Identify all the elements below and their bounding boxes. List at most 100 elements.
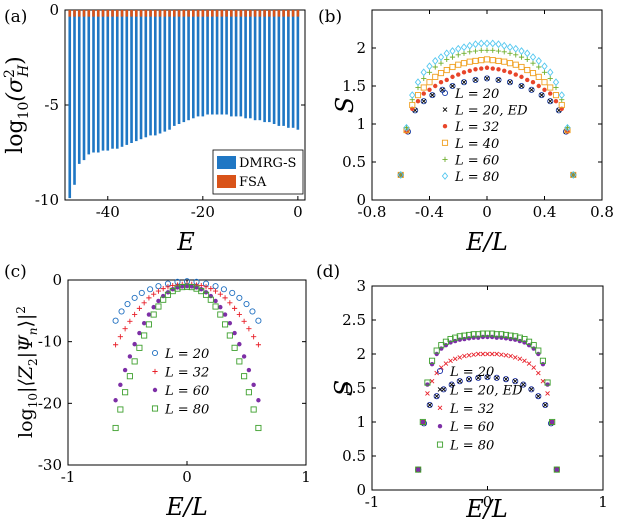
data-point (438, 365, 444, 370)
data-point (452, 356, 458, 362)
x-tick-label: -1 (61, 468, 76, 486)
panel-label-c: (c) (4, 262, 27, 282)
data-point (495, 57, 502, 64)
data-point (250, 406, 257, 413)
data-point (255, 424, 262, 432)
data-point (517, 356, 523, 362)
bar-dmrg-s (196, 10, 200, 117)
y-tick-label: 2 (356, 345, 366, 363)
data-point (437, 53, 445, 62)
data-point (155, 283, 162, 290)
y-tick-label: -5 (44, 96, 59, 114)
y-axis-label-a: log10(σ2H) (2, 56, 32, 154)
data-point (507, 70, 513, 75)
bar-fsa (282, 10, 285, 17)
data-point (427, 402, 433, 408)
data-point (535, 347, 542, 354)
data-point (432, 64, 438, 70)
data-point (512, 44, 519, 53)
data-point (526, 342, 532, 348)
bar-dmrg-s (211, 10, 214, 115)
bar-dmrg-s (287, 10, 290, 128)
data-point (518, 54, 525, 60)
legend-marker (437, 405, 443, 411)
data-point (198, 288, 205, 295)
data-point (479, 330, 486, 337)
data-point (529, 387, 534, 392)
bar-dmrg-s (144, 10, 148, 138)
data-point (432, 57, 439, 65)
y-tick-label: 0 (52, 271, 62, 289)
bar-dmrg-s (120, 10, 124, 147)
data-point (512, 378, 519, 385)
data-point (483, 56, 491, 63)
data-point (501, 49, 507, 55)
legend-swatch (217, 175, 236, 188)
data-point (540, 378, 546, 384)
data-point (499, 335, 504, 340)
data-point (502, 331, 510, 339)
x-tick-label: 0 (293, 203, 303, 221)
series-l-40 (397, 56, 577, 178)
bar-dmrg-s (272, 10, 276, 124)
x-tick-label: -40 (96, 203, 120, 221)
data-point (541, 79, 548, 86)
data-point (475, 331, 482, 338)
legend-b: L = 20 L = 20, EDL = 32 L = 40L = 60 L = 80 (441, 87, 528, 185)
data-point (251, 334, 257, 340)
bar-dmrg-s (225, 10, 228, 115)
data-point (449, 382, 455, 387)
legend-label: L = 40 (454, 137, 499, 152)
data-point (447, 335, 454, 343)
bar-dmrg-s (201, 10, 205, 117)
legend-label: L = 20 (164, 347, 209, 362)
data-point (212, 288, 219, 294)
bar-fsa (130, 10, 133, 17)
y-tick-label: 1.5 (342, 77, 366, 95)
data-point (457, 337, 462, 342)
panel-d: -1 0 100.511.522.53(d)E/LSL = 20L = 20, ED… (316, 262, 608, 523)
bar-fsa (249, 10, 252, 17)
data-point (138, 289, 145, 297)
data-point (146, 312, 152, 317)
y-tick-label: 0 (49, 1, 59, 19)
data-point (227, 300, 233, 306)
data-point (426, 62, 433, 71)
series-l-80 (112, 283, 262, 432)
bar-fsa (158, 10, 162, 17)
data-point (544, 379, 551, 386)
y-axis-label-b: S (331, 97, 359, 113)
series-l-60 (398, 47, 576, 178)
x-tick-label: -0.4 (415, 203, 444, 221)
data-point (462, 336, 467, 342)
data-point (519, 83, 524, 89)
data-point (457, 355, 463, 360)
data-point (542, 87, 547, 93)
bar-fsa (287, 10, 290, 17)
data-point (472, 57, 479, 64)
data-point (217, 291, 223, 297)
data-point (122, 367, 128, 373)
data-point (531, 346, 536, 351)
data-point (520, 381, 527, 388)
data-point (426, 79, 433, 86)
data-point (450, 74, 455, 80)
data-point (460, 43, 468, 52)
data-point (548, 91, 553, 96)
data-point (236, 358, 243, 365)
data-point (503, 336, 509, 341)
bar-fsa (106, 10, 110, 17)
bar-dmrg-s (139, 10, 143, 140)
data-point (470, 331, 477, 338)
legend-marker (441, 172, 449, 180)
data-point (150, 311, 157, 318)
bar-fsa (96, 10, 100, 17)
bar-fsa (144, 10, 148, 17)
data-point (530, 80, 536, 85)
data-point (222, 312, 228, 317)
legend-marker (151, 349, 159, 357)
data-point (518, 63, 525, 71)
data-point (524, 49, 531, 58)
data-point (243, 300, 250, 308)
